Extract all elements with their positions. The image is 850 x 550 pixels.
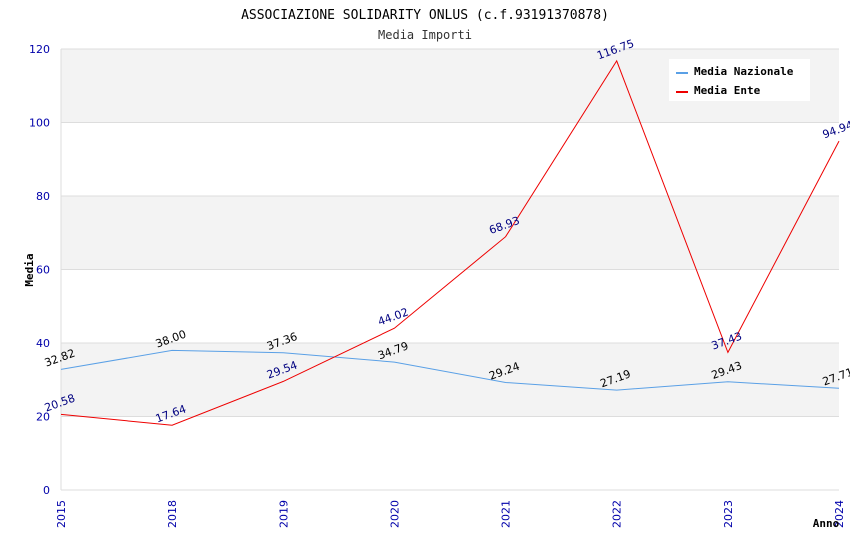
- gridlines: [60, 48, 839, 491]
- band: [61, 343, 839, 417]
- x-tick-label: 2015: [55, 500, 68, 528]
- legend-box: [669, 59, 810, 101]
- y-tick-label: 0: [43, 484, 50, 497]
- band: [61, 416, 839, 490]
- y-axis-ticks: 0 20 40 60 80 100 120: [29, 43, 50, 497]
- y-tick-label: 80: [36, 190, 50, 203]
- x-tick-label: 2023: [722, 500, 735, 528]
- legend: Media Nazionale Media Ente: [669, 59, 810, 101]
- chart-subtitle: Media Importi: [378, 28, 472, 42]
- y-tick-label: 20: [36, 411, 50, 424]
- band: [61, 269, 839, 343]
- y-tick-label: 40: [36, 337, 50, 350]
- x-tick-label: 2019: [277, 500, 290, 528]
- y-axis-label: Media: [23, 253, 36, 286]
- band: [61, 122, 839, 196]
- x-tick-label: 2020: [388, 500, 401, 528]
- x-axis-label: Anno: [813, 517, 840, 530]
- x-tick-label: 2024: [833, 500, 846, 528]
- series-line-media-ente: [60, 59, 840, 426]
- legend-label-media-nazionale: Media Nazionale: [694, 65, 794, 78]
- y-tick-label: 60: [36, 264, 50, 277]
- y-tick-label: 120: [29, 43, 50, 56]
- series-lines: [60, 59, 840, 426]
- band: [61, 196, 839, 270]
- x-tick-label: 2018: [166, 500, 179, 528]
- chart-title: ASSOCIAZIONE SOLIDARITY ONLUS (c.f.93191…: [241, 8, 609, 23]
- x-axis-ticks: 2015 2018 2019 2020 2021 2022 2023 2024: [55, 500, 846, 528]
- legend-label-media-ente: Media Ente: [694, 84, 761, 97]
- x-tick-label: 2021: [500, 500, 513, 528]
- series-line-media-nazionale: [60, 349, 840, 391]
- x-tick-label: 2022: [611, 500, 624, 528]
- y-tick-label: 100: [29, 117, 50, 130]
